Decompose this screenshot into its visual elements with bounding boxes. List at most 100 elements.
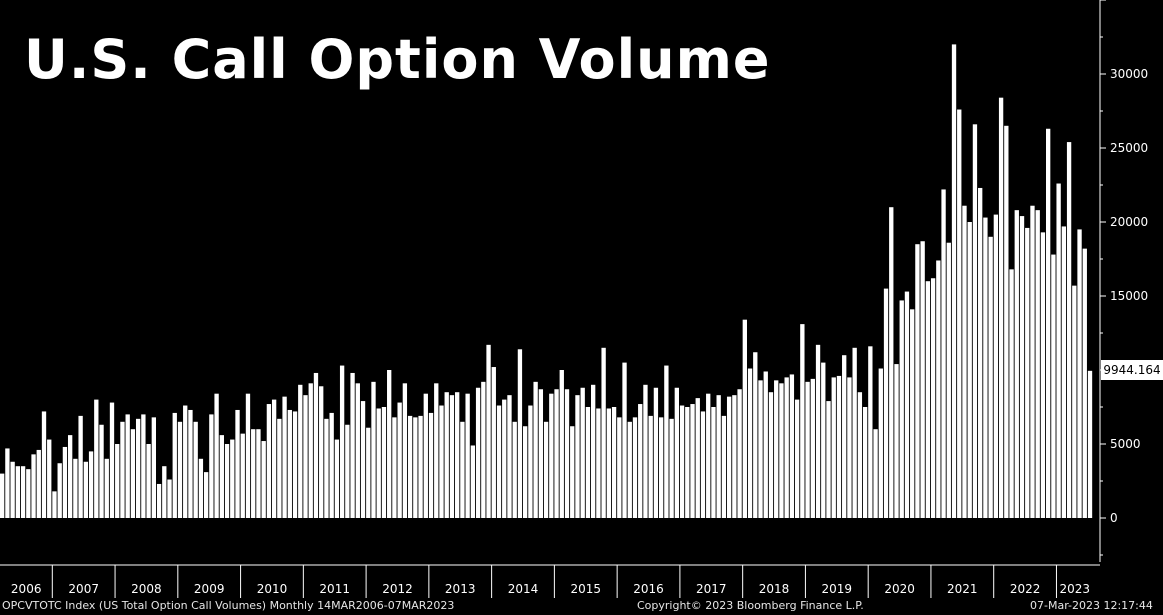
bar <box>31 454 36 518</box>
bar <box>910 309 915 518</box>
bar <box>115 444 120 518</box>
x-tick-label: 2014 <box>508 582 539 596</box>
bar <box>554 389 559 518</box>
bar <box>496 405 502 518</box>
bar <box>324 418 329 518</box>
bar <box>360 401 366 518</box>
bar <box>52 491 57 518</box>
bar <box>549 393 554 518</box>
bar <box>183 405 188 518</box>
bar <box>789 374 795 518</box>
bar <box>988 236 993 519</box>
bar <box>313 372 319 518</box>
bar <box>455 392 460 518</box>
bar <box>439 405 444 518</box>
bar <box>120 421 125 518</box>
bar <box>978 187 983 518</box>
bar <box>983 217 988 518</box>
bar <box>146 444 151 518</box>
bar <box>350 372 355 518</box>
bar <box>209 414 214 518</box>
bar <box>355 383 360 518</box>
bar <box>758 380 763 518</box>
bar <box>203 472 209 518</box>
x-tick-label: 2021 <box>947 582 978 596</box>
bar <box>873 429 878 518</box>
bar <box>706 393 711 518</box>
bar <box>627 421 632 518</box>
x-tick-label: 2023 <box>1060 582 1091 596</box>
bar <box>622 362 627 518</box>
bar <box>397 402 402 518</box>
bar <box>308 383 313 518</box>
bar <box>611 407 617 518</box>
bar <box>674 387 679 518</box>
chart-title: U.S. Call Option Volume <box>24 28 771 91</box>
bar <box>141 414 146 518</box>
bar <box>73 458 78 518</box>
y-tick-label: 5000 <box>1110 437 1141 451</box>
bar <box>392 417 397 518</box>
y-tick-label: 20000 <box>1110 215 1148 229</box>
bar <box>915 244 920 518</box>
bar <box>695 398 700 518</box>
bar <box>245 393 251 518</box>
bar <box>277 418 282 518</box>
bar <box>151 417 156 518</box>
bar <box>737 389 742 518</box>
bar <box>36 449 41 518</box>
bar <box>251 429 256 518</box>
x-tick-label: 2012 <box>382 582 413 596</box>
bar <box>339 365 345 518</box>
bar <box>596 408 601 518</box>
bar <box>664 365 669 518</box>
bar <box>894 364 899 518</box>
bar <box>1040 232 1046 519</box>
bar <box>486 344 491 518</box>
bar <box>224 444 230 518</box>
bar <box>41 411 47 518</box>
bar <box>732 395 737 518</box>
bar <box>962 205 967 518</box>
bar <box>930 278 936 518</box>
bar <box>1061 226 1067 518</box>
bar <box>1051 254 1056 518</box>
bar-series <box>0 44 1093 519</box>
bar <box>507 395 512 518</box>
bar <box>742 319 747 518</box>
bar <box>1087 370 1093 518</box>
bar <box>993 214 999 518</box>
bar <box>753 352 758 518</box>
bar <box>475 387 481 518</box>
bar <box>491 367 496 518</box>
bar <box>26 469 31 518</box>
bar <box>632 417 638 518</box>
bar <box>711 407 716 518</box>
x-tick-label: 2011 <box>319 582 350 596</box>
bar <box>533 381 538 518</box>
bar <box>1066 142 1072 518</box>
bar <box>407 415 413 518</box>
bar <box>601 347 606 518</box>
bar <box>1072 285 1077 518</box>
bar <box>345 424 350 518</box>
bar <box>366 427 371 518</box>
bar <box>109 402 115 518</box>
x-tick-label: 2019 <box>822 582 853 596</box>
bar <box>402 383 408 518</box>
bar <box>10 461 15 518</box>
bar <box>847 377 852 518</box>
bar <box>57 463 62 518</box>
bar <box>669 418 674 518</box>
bar <box>444 392 449 518</box>
bar <box>219 435 224 518</box>
bar <box>387 370 392 518</box>
bar <box>528 405 533 518</box>
bar <box>925 281 931 518</box>
y-tick-label: 0 <box>1110 511 1118 525</box>
bar <box>1035 210 1040 518</box>
bar <box>1030 205 1035 518</box>
bar <box>779 383 784 518</box>
bar <box>805 381 810 518</box>
